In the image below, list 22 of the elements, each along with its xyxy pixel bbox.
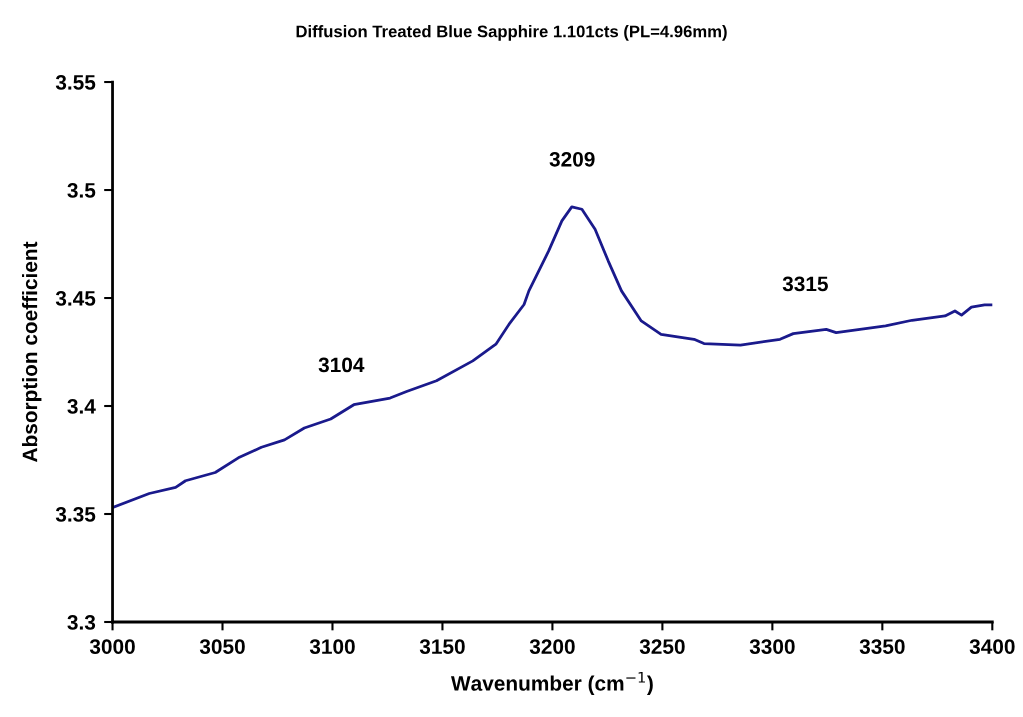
x-tick-label: 3300 [749,639,795,654]
y-tick-label: 3.3 [67,615,96,630]
chart-title: Diffusion Treated Blue Sapphire 1.101cts (PL=4.96mm) [296,25,727,41]
y-tick-label: 3.4 [67,399,96,414]
y-tick-label: 3.55 [55,75,96,90]
y-axis-title: Absorption coefficient [22,241,42,463]
x-tick-label: 3050 [199,639,245,654]
annotation: 3104 [318,357,365,373]
x-tick-label: 3100 [309,639,355,654]
y-tick-label: 3.35 [55,507,96,522]
x-tick-label: 3200 [529,639,575,654]
x-tick-label: 3250 [639,639,685,654]
annotation: 3209 [549,151,595,167]
x-tick-label: 3000 [89,639,135,654]
x-tick-label: 3400 [969,639,1015,654]
x-axis-title: Wavenumber (cm$^{−1}$) [450,671,653,695]
y-tick-label: 3.5 [67,183,96,198]
x-tick-label: 3150 [419,639,465,654]
line-series [112,205,993,509]
x-tick-label: 3350 [859,639,905,654]
annotation: 3315 [782,276,828,292]
y-tick-label: 3.45 [55,291,96,306]
